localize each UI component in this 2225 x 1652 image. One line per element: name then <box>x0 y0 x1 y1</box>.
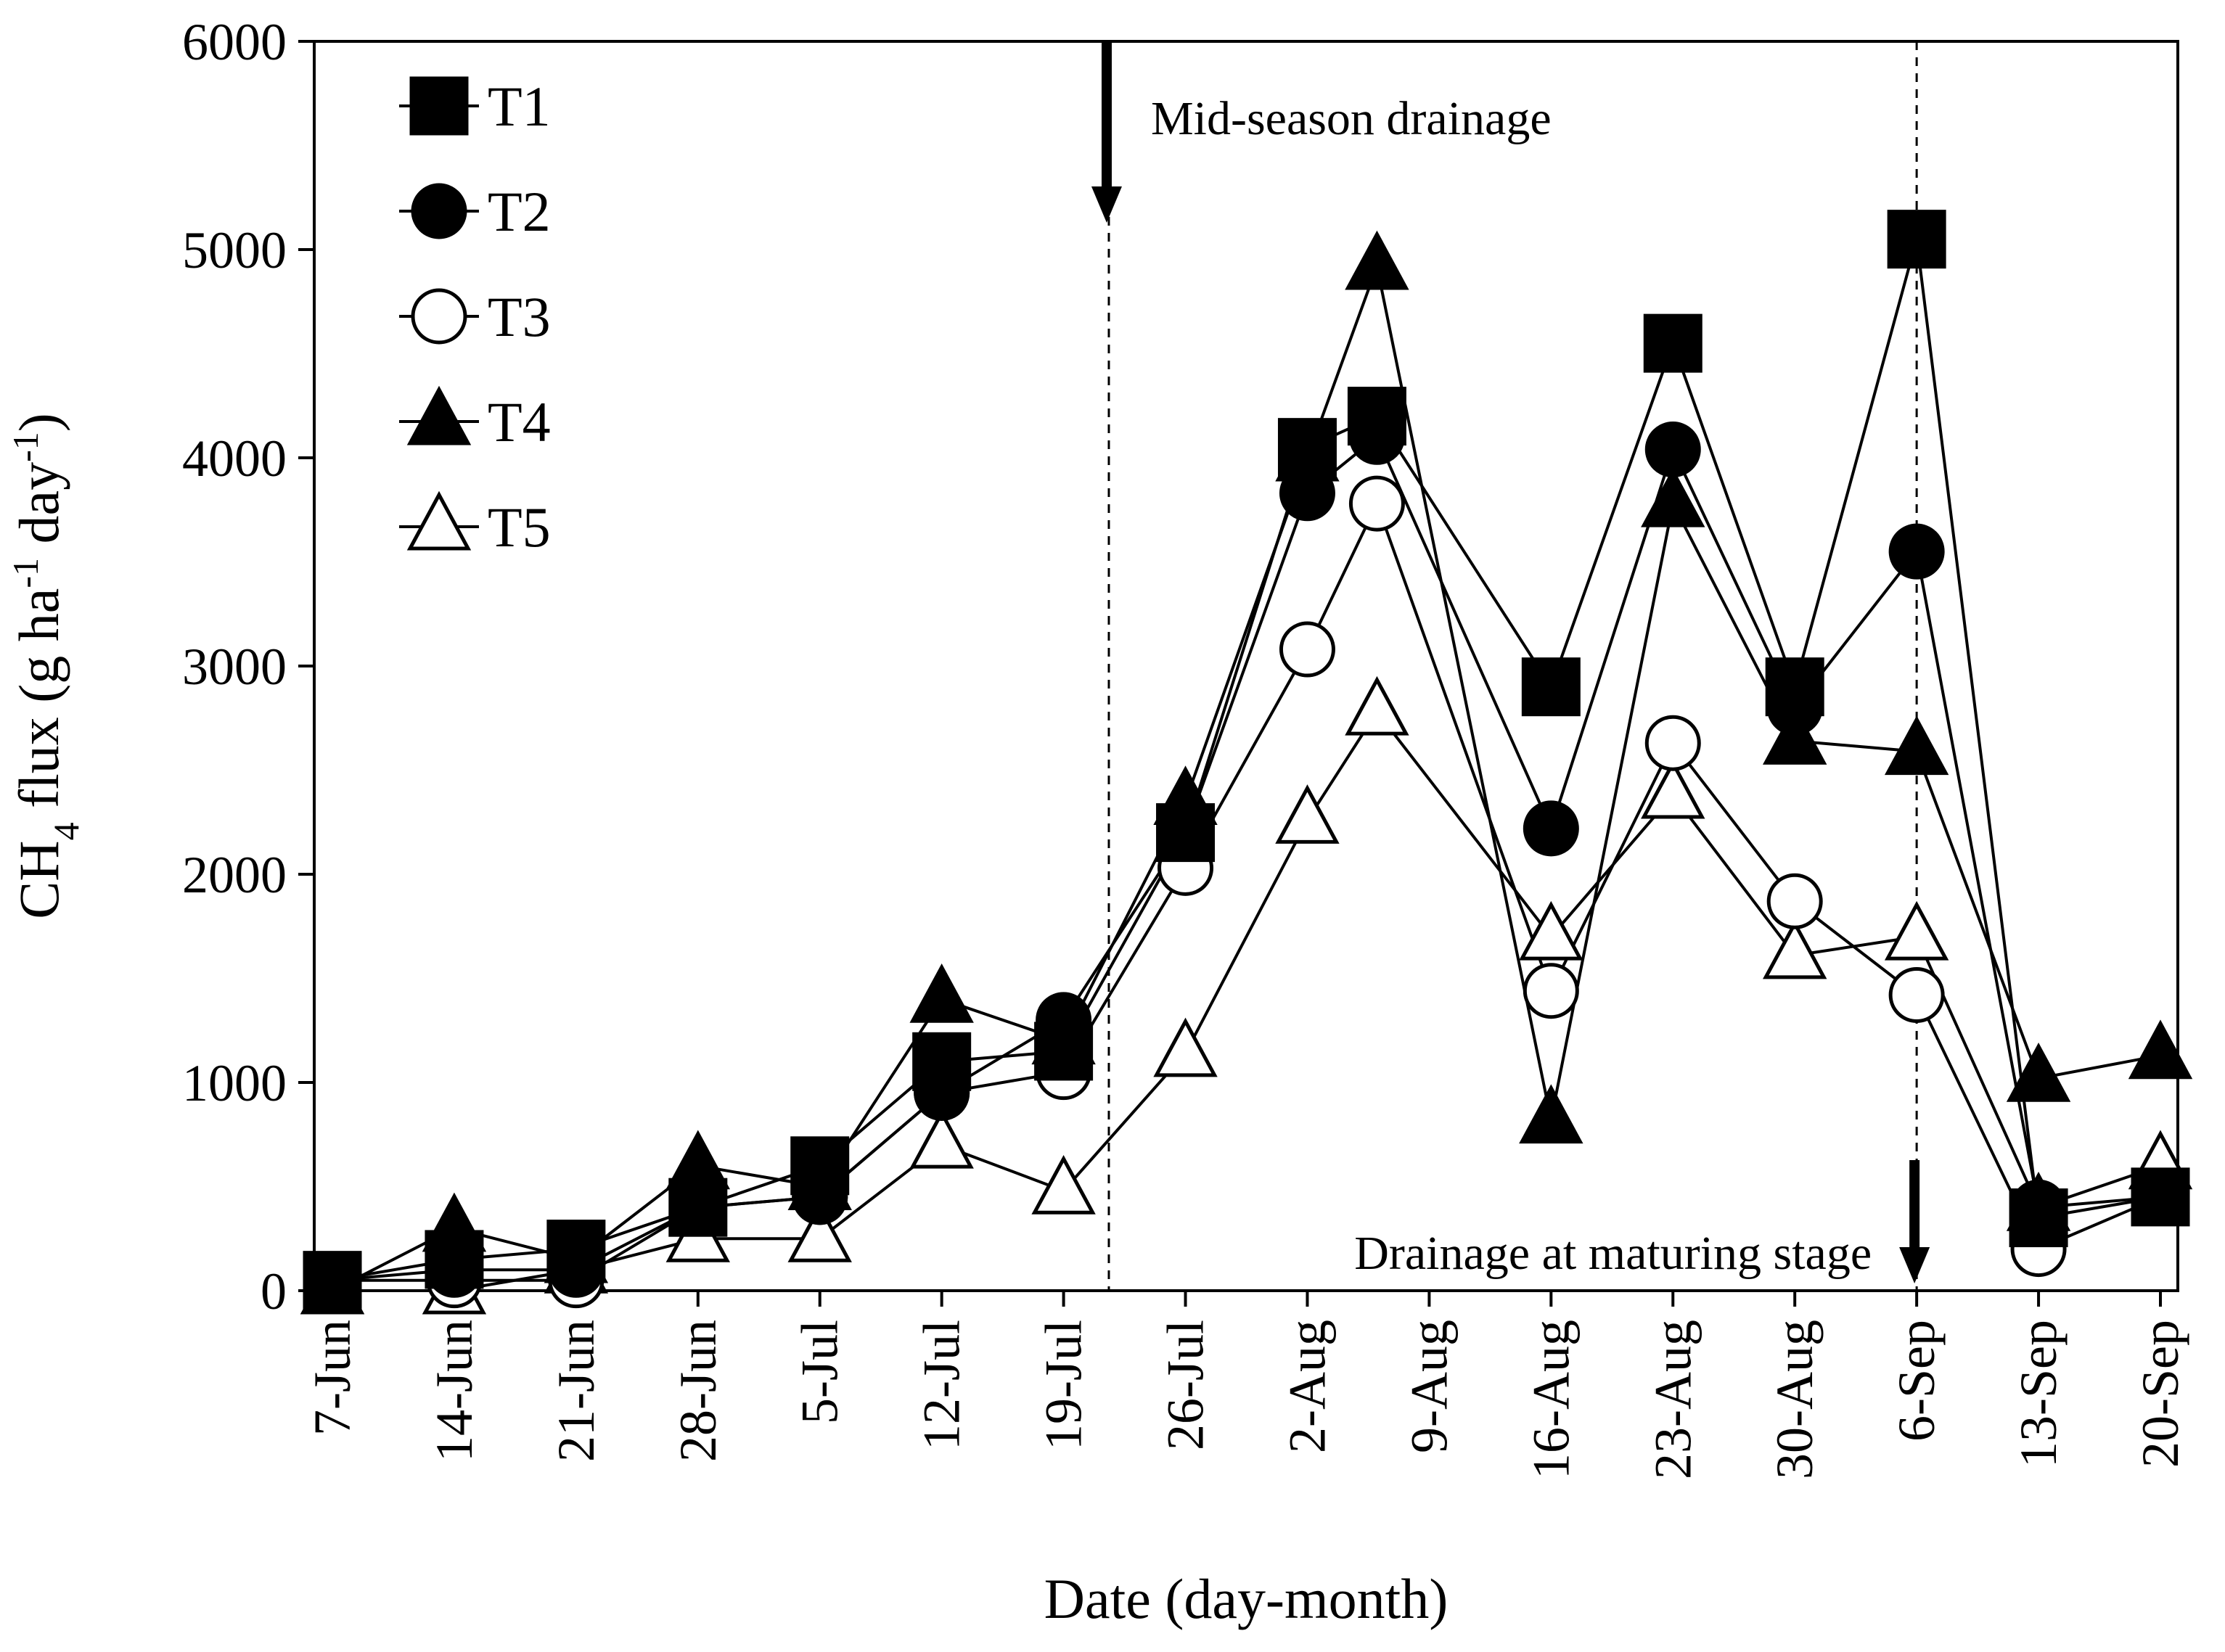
drainage-arrow-head <box>1091 186 1122 223</box>
x-tick-label: 28-Jun <box>669 1320 727 1462</box>
drainage-annotation: Drainage at maturing stage <box>1354 1227 1872 1280</box>
series-line-t1 <box>332 237 2161 1282</box>
legend-marker-t1 <box>409 76 469 136</box>
legend-label-t3: T3 <box>488 285 551 348</box>
x-tick-label: 20-Sep <box>2131 1320 2189 1468</box>
data-point-t2 <box>1523 800 1579 857</box>
y-axis-title: CH4 flux (g ha-1 day-1) <box>5 413 86 919</box>
data-point-t1 <box>1277 418 1337 477</box>
data-point-t1 <box>1521 657 1581 717</box>
data-point-t3 <box>1644 715 1701 771</box>
data-point-t3 <box>1523 963 1579 1019</box>
data-point-t5 <box>1641 759 1705 819</box>
data-point-t4 <box>1884 715 1949 776</box>
data-point-t5 <box>1275 784 1340 844</box>
x-tick-label: 7-Jun <box>303 1320 361 1436</box>
data-point-t2 <box>1644 422 1701 478</box>
data-point-t1 <box>1643 313 1702 373</box>
legend-label-t5: T5 <box>488 496 551 559</box>
data-point-t1 <box>1156 803 1216 863</box>
x-tick-label: 2-Aug <box>1278 1320 1336 1453</box>
series-line-t5 <box>332 710 2161 1292</box>
data-point-t5 <box>1519 900 1583 961</box>
data-point-t5 <box>1031 1154 1096 1215</box>
drainage-markers: Mid-season drainage Drainage at maturing … <box>1091 41 1930 1291</box>
data-point-t3 <box>1279 621 1335 678</box>
data-point-t4 <box>909 963 974 1023</box>
data-point-t1 <box>790 1136 850 1196</box>
series-line-t3 <box>332 502 2161 1282</box>
y-tick-label: 0 <box>261 1262 287 1320</box>
y-tick-label: 6000 <box>182 13 287 71</box>
x-tick-label: 30-Aug <box>1766 1320 1824 1479</box>
legend-marker-t5 <box>406 490 472 551</box>
x-axis-title: Date (day-month) <box>1044 1567 1448 1630</box>
legend-label-t2: T2 <box>488 180 551 243</box>
series-line-t4 <box>332 265 2161 1292</box>
x-tick-label: 16-Aug <box>1522 1320 1580 1479</box>
x-tick-label: 14-Jun <box>425 1320 483 1462</box>
y-tick-label: 1000 <box>182 1054 287 1112</box>
data-point-t3 <box>1766 873 1823 929</box>
data-point-t3 <box>1348 475 1405 532</box>
data-point-t4 <box>1763 705 1827 765</box>
x-tick-label: 5-Jul <box>791 1320 849 1424</box>
data-point-t1 <box>668 1178 728 1237</box>
drainage-annotation: Mid-season drainage <box>1151 92 1552 145</box>
x-tick-label: 12-Jul <box>913 1320 971 1450</box>
x-tick-label: 6-Sep <box>1888 1320 1946 1442</box>
series-markers <box>300 210 2193 1315</box>
data-point-t4 <box>2006 1043 2071 1102</box>
x-tick-label: 21-Jun <box>547 1320 605 1462</box>
legend-label-t4: T4 <box>488 390 551 453</box>
data-point-t4 <box>1641 467 1705 527</box>
data-point-t1 <box>546 1220 606 1279</box>
drainage-arrow-head <box>1899 1247 1930 1283</box>
data-point-t1 <box>2131 1167 2190 1227</box>
x-tick-label: 19-Jul <box>1035 1320 1093 1450</box>
data-point-t5 <box>787 1202 852 1262</box>
legend-marker-t4 <box>406 385 472 445</box>
data-point-t5 <box>1884 900 1949 961</box>
data-point-t5 <box>1153 1017 1218 1077</box>
data-point-t1 <box>1887 210 1946 269</box>
data-point-t1 <box>2009 1188 2068 1248</box>
axis-ticks: 0 1000 2000 3000 4000 5000 6000 7-Jun 14-Jun 21-J… <box>182 13 2189 1479</box>
y-tick-label: 2000 <box>182 846 287 904</box>
series-lines <box>332 237 2161 1292</box>
data-point-t4 <box>1345 230 1409 290</box>
x-tick-label: 9-Aug <box>1400 1320 1458 1453</box>
data-point-t2 <box>1888 523 1945 580</box>
data-point-t1 <box>1034 1022 1094 1081</box>
legend-marker-t3 <box>411 288 467 345</box>
data-point-t1 <box>303 1251 362 1310</box>
data-point-t1 <box>1347 387 1406 446</box>
x-tick-label: 13-Sep <box>2009 1320 2068 1468</box>
x-tick-label: 26-Jul <box>1157 1320 1215 1450</box>
y-tick-label: 4000 <box>182 430 287 488</box>
y-tick-label: 5000 <box>182 221 287 279</box>
data-point-t1 <box>912 1032 972 1091</box>
data-point-t4 <box>1519 1084 1583 1144</box>
data-point-t3 <box>1888 966 1945 1023</box>
y-tick-label: 3000 <box>182 638 287 696</box>
data-point-t1 <box>1765 657 1824 717</box>
series-line-t2 <box>332 435 2161 1282</box>
data-point-t5 <box>1763 919 1827 979</box>
data-point-t5 <box>1345 675 1409 736</box>
legend-label-t1: T1 <box>488 75 551 138</box>
data-point-t5 <box>909 1109 974 1169</box>
x-tick-label: 23-Aug <box>1644 1320 1702 1479</box>
legend: T1 T2 T3 T4 T5 <box>399 75 551 559</box>
data-point-t4 <box>2128 1019 2193 1080</box>
legend-marker-t2 <box>411 183 467 239</box>
data-point-t1 <box>425 1230 484 1289</box>
